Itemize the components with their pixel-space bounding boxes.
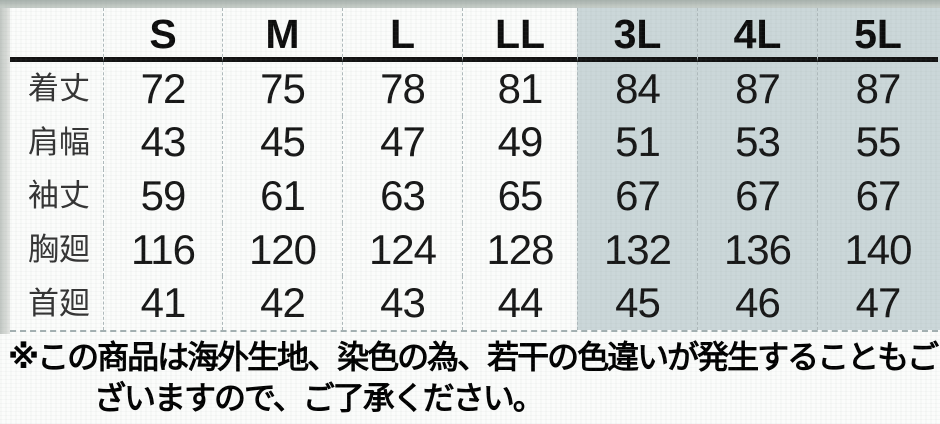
column-header-ll: LL xyxy=(462,8,577,62)
size-value-cell: 47 xyxy=(817,276,938,330)
size-value-cell: 128 xyxy=(462,222,577,277)
size-value-cell: 78 xyxy=(342,62,462,116)
row-label-char: 袖 xyxy=(28,178,59,214)
size-value-cell: 47 xyxy=(342,115,462,170)
column-header-3l: 3L xyxy=(577,8,697,62)
size-value-cell: 67 xyxy=(697,169,817,223)
size-value-cell: 44 xyxy=(462,276,577,330)
column-header-l: L xyxy=(342,8,462,62)
column-header-5l: 5L xyxy=(817,8,938,62)
size-table: S M L LL 3L 4L 5L 着 丈 72 75 78 81 84 87 … xyxy=(10,8,940,332)
column-header-4l: 4L xyxy=(697,8,817,62)
size-value-cell: 116 xyxy=(103,222,222,277)
size-value-cell: 65 xyxy=(462,169,577,223)
row-label-sleeve-length: 袖 丈 xyxy=(10,169,103,223)
footnote: ※この商品は海外生地、染色の為、若干の色違いが発生することもご ざいますので、ご… xyxy=(8,337,939,419)
row-label-char: 肩 xyxy=(28,124,59,160)
size-value-cell: 84 xyxy=(577,62,697,116)
footnote-line-2: ざいますので、ご了承ください。 xyxy=(94,380,545,416)
row-label-char: 廻 xyxy=(59,285,90,321)
size-value-cell: 53 xyxy=(697,115,817,170)
size-value-cell: 45 xyxy=(222,115,342,170)
corner-cell xyxy=(10,8,103,62)
size-value-cell: 140 xyxy=(817,222,938,277)
size-value-cell: 132 xyxy=(577,222,697,277)
size-value-cell: 124 xyxy=(342,222,462,277)
size-value-cell: 87 xyxy=(697,62,817,116)
size-value-cell: 120 xyxy=(222,222,342,277)
size-value-cell: 136 xyxy=(697,222,817,277)
size-value-cell: 61 xyxy=(222,169,342,223)
row-label-neck: 首 廻 xyxy=(10,276,103,330)
column-header-m: M xyxy=(222,8,342,62)
size-value-cell: 43 xyxy=(342,276,462,330)
row-label-char: 廻 xyxy=(59,232,90,268)
size-value-cell: 45 xyxy=(577,276,697,330)
row-label-char: 幅 xyxy=(59,124,90,160)
size-value-cell: 75 xyxy=(222,62,342,116)
row-label-chest: 胸 廻 xyxy=(10,223,103,277)
row-label-char: 丈 xyxy=(59,178,90,214)
size-value-cell: 67 xyxy=(577,169,697,223)
size-value-cell: 72 xyxy=(103,62,222,116)
size-value-cell: 51 xyxy=(577,115,697,170)
column-header-s: S xyxy=(103,8,222,62)
size-value-cell: 49 xyxy=(462,115,577,170)
row-label-body-length: 着 丈 xyxy=(10,62,103,116)
size-value-cell: 59 xyxy=(103,169,222,223)
row-label-char: 丈 xyxy=(59,71,90,107)
size-value-cell: 41 xyxy=(103,276,222,330)
footnote-line-1: ※この商品は海外生地、染色の為、若干の色違いが発生することもご xyxy=(8,339,939,375)
size-value-cell: 87 xyxy=(817,62,938,116)
size-value-cell: 81 xyxy=(462,62,577,116)
row-label-shoulder-width: 肩 幅 xyxy=(10,116,103,170)
scan-edge-top xyxy=(0,0,940,8)
row-label-char: 着 xyxy=(28,71,59,107)
size-value-cell: 67 xyxy=(817,169,938,223)
size-value-cell: 55 xyxy=(817,115,938,170)
row-label-char: 胸 xyxy=(28,232,59,268)
scan-edge-left xyxy=(0,8,10,334)
size-value-cell: 42 xyxy=(222,276,342,330)
size-value-cell: 43 xyxy=(103,115,222,170)
size-value-cell: 46 xyxy=(697,276,817,330)
size-value-cell: 63 xyxy=(342,169,462,223)
row-label-char: 首 xyxy=(28,285,59,321)
